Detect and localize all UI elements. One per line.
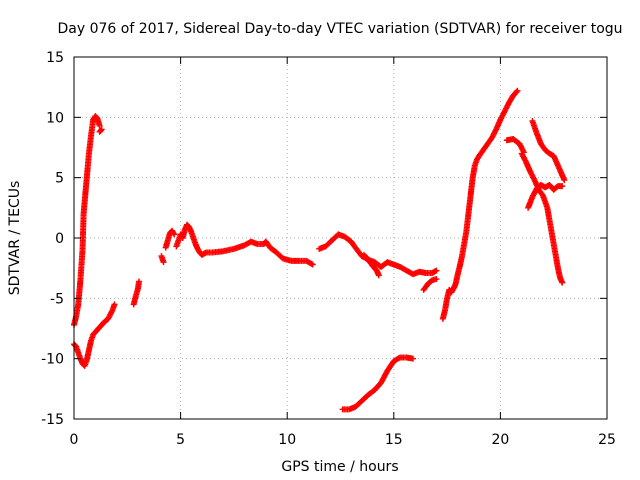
data-point [514,87,521,94]
data-point [513,88,520,95]
y-tick-label: 5 [55,171,64,187]
data-points [71,87,568,413]
data-point [559,279,566,286]
data-point [98,127,105,134]
data-point [111,301,118,308]
y-tick-label: -10 [41,352,64,368]
data-point [559,183,566,190]
chart-title: Day 076 of 2017, Sidereal Day-to-day VTE… [57,21,622,37]
x-tick-label: 20 [491,432,509,448]
x-tick-label: 25 [598,432,616,448]
y-tick-label: -5 [50,291,64,307]
data-point [409,355,416,362]
x-tick-label: 0 [70,432,79,448]
data-point [561,177,568,184]
y-tick-label: 10 [46,110,64,126]
y-tick-label: 15 [46,50,64,66]
data-point [96,122,103,129]
data-point [375,272,382,279]
data-point [170,230,177,237]
x-tick-label: 5 [176,432,185,448]
y-tick-label: 0 [55,231,64,247]
x-tick-label: 15 [385,432,403,448]
data-point [136,278,143,285]
x-tick-label: 10 [278,432,296,448]
data-point [171,231,178,238]
data-point [160,259,167,266]
data-point [395,355,402,362]
x-axis-label: GPS time / hours [281,459,398,475]
data-point [308,260,315,267]
axis-ticks: 0 5 10 15 20 25 -15 -10 -5 0 5 10 15 [41,50,616,448]
data-point [433,276,440,283]
data-point [433,267,440,274]
data-point [98,126,105,133]
y-tick-label: -15 [41,412,64,428]
y-axis-label: SDTVAR / TECUs [7,181,23,296]
data-point [309,261,316,268]
